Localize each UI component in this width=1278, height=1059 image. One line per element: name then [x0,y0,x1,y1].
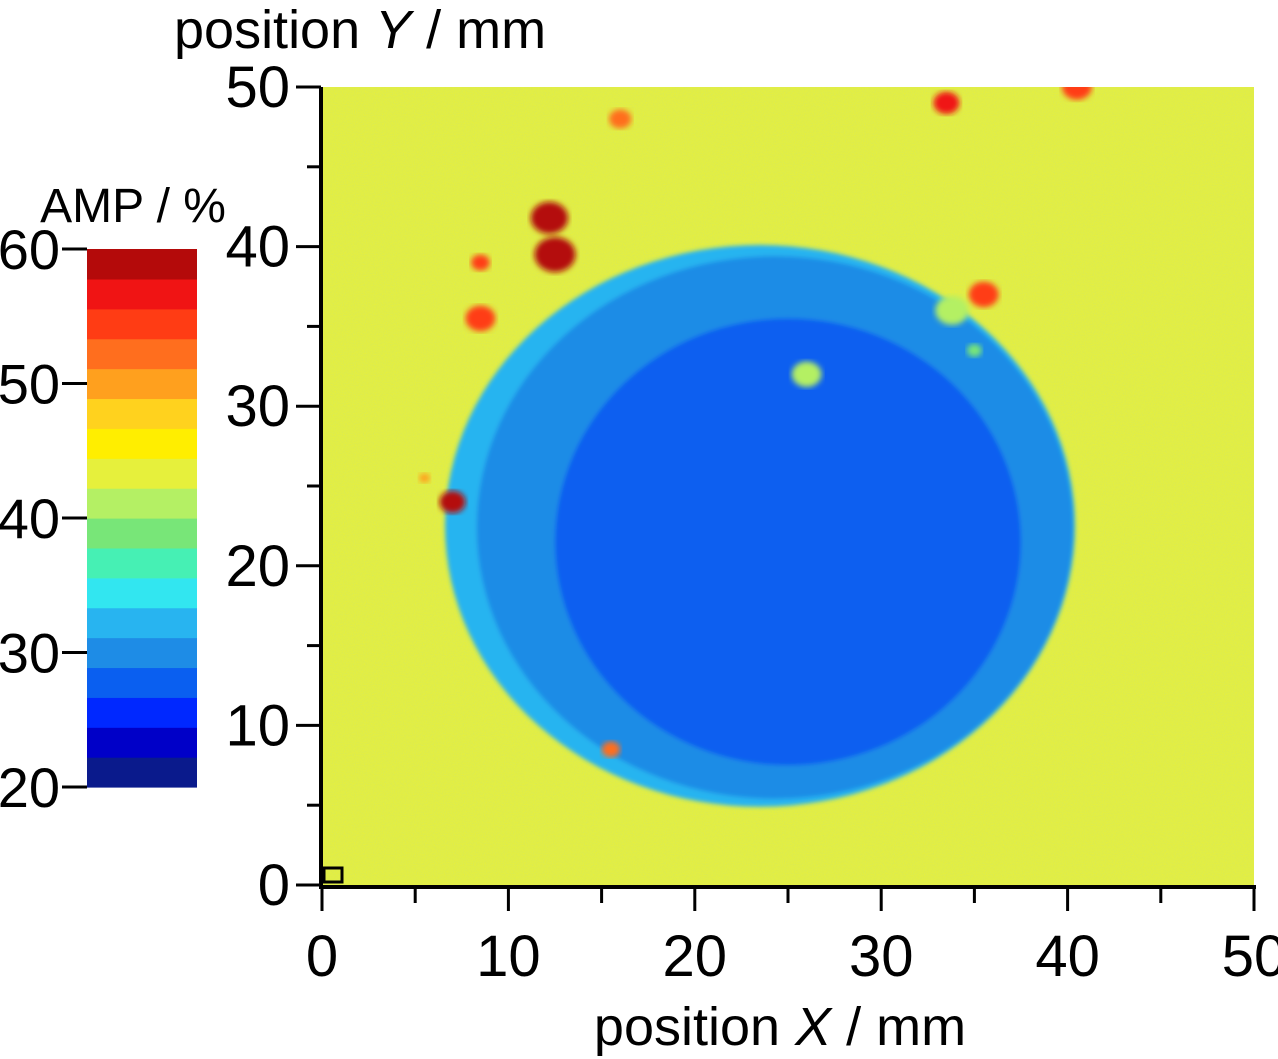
colorbar-tick-label: 50 [0,353,60,416]
heatmap-spot [609,109,632,129]
colorbar-label: AMP / % [40,180,226,233]
colorbar-tick-label: 20 [0,756,60,819]
colorbar-swatch [87,577,197,609]
colorbar-swatch [87,607,197,639]
heatmap-spot [933,91,960,115]
defect-spots [418,87,1092,758]
heatmap-spot [471,254,490,271]
colorbar-tick-label: 40 [0,487,60,550]
colorbar-swatch [87,368,197,400]
heatmap-spot [534,237,576,273]
colorbar-swatch [87,727,197,758]
x-tick-label: 40 [1035,924,1100,989]
colorbar-swatch [87,249,197,280]
y-tick-label: 40 [225,215,290,280]
colorbar: 20 30 40 50 60 AMP / % [0,180,226,819]
heatmap-spot [1062,87,1092,100]
colorbar-swatch [87,488,197,519]
specimen-regions [445,245,1076,807]
y-axis-ticks: 0 10 20 30 40 50 [225,55,321,918]
colorbar-swatch [87,338,197,370]
x-axis-ticks: 0 10 20 30 40 50 [306,887,1278,989]
heatmap-spot [601,741,621,758]
colorbar-swatch [87,398,197,429]
x-axis-title: position X / mm [594,997,966,1057]
colorbar-swatch [87,757,197,788]
axes: 0 10 20 30 40 50 0 10 20 30 40 50 [225,55,1278,989]
heatmap-spot [966,343,982,357]
colorbar-tick-label: 30 [0,622,60,685]
colorbar-ticks: 20 30 40 50 60 [0,218,87,819]
y-axis-title: position Y / mm [174,0,546,60]
colorbar-swatch [87,308,197,340]
heatmap-spot [439,490,466,514]
plot-area [322,87,1254,885]
heatmap-spot [968,281,999,308]
colorbar-swatch [87,518,197,549]
y-tick-label: 50 [225,55,290,120]
x-tick-label: 10 [476,924,541,989]
heatmap-spot [791,361,822,388]
x-tick-label: 30 [849,924,914,989]
colorbar-swatch [87,667,197,698]
y-tick-label: 10 [225,693,290,758]
y-tick-label: 0 [258,853,290,918]
x-tick-label: 50 [1222,924,1278,989]
colorbar-swatch [87,697,197,728]
heatmap-spot [418,473,431,483]
colorbar-tick-label: 60 [0,218,60,281]
x-tick-label: 0 [306,924,338,989]
colorbar-swatch [87,278,197,310]
heatmap-spot [935,296,969,325]
colorbar-swatch [87,547,197,579]
colorbar-gradient [87,249,197,788]
heatmap-spot [465,305,496,332]
colorbar-swatch [87,428,197,459]
x-tick-label: 20 [663,924,728,989]
y-tick-label: 30 [225,374,290,439]
heatmap-region-specimen-core [555,318,1021,766]
y-tick-label: 20 [225,534,290,599]
heatmap-spot [530,201,569,234]
colorbar-swatch [87,458,197,489]
origin-marker [322,866,344,884]
colorbar-swatch [87,637,197,669]
